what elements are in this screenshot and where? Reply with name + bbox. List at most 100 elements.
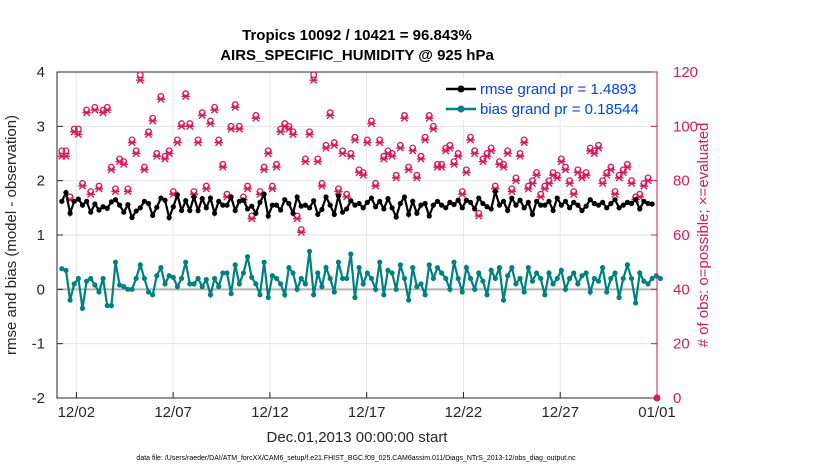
bias-series-point bbox=[348, 251, 354, 257]
bias-series-point bbox=[513, 281, 519, 287]
rmse-series-point bbox=[170, 204, 176, 210]
rmse-series-point bbox=[472, 206, 478, 212]
bias-series-point bbox=[75, 275, 81, 282]
bias-series-point bbox=[71, 281, 77, 287]
obs-evaluated-point bbox=[610, 190, 620, 198]
obs-evaluated-point bbox=[453, 152, 463, 160]
y-right-tick-label: 20 bbox=[673, 336, 690, 353]
x-tick-label: 12/02 bbox=[58, 404, 96, 421]
obs-evaluated-point bbox=[643, 176, 653, 185]
bias-series-point bbox=[575, 281, 581, 287]
bias-series-point bbox=[476, 270, 482, 276]
x-axis-label: Dec.01,2013 00:00:00 start bbox=[267, 429, 449, 446]
bias-series-point bbox=[538, 275, 544, 282]
rmse-series-point bbox=[112, 197, 119, 203]
obs-evaluated-point bbox=[78, 182, 87, 190]
obs-evaluated-point bbox=[210, 106, 219, 114]
rmse-series-point bbox=[513, 202, 519, 208]
rmse-series-point bbox=[129, 215, 135, 221]
rmse-series-point bbox=[79, 202, 86, 208]
bias-series-point bbox=[100, 275, 106, 282]
rmse-series-point bbox=[542, 202, 548, 208]
bias-series-point bbox=[364, 270, 370, 276]
obs-evaluated-point bbox=[639, 182, 649, 190]
rmse-series-point bbox=[492, 188, 498, 195]
bias-series-point bbox=[327, 275, 333, 282]
obs-evaluated-point bbox=[503, 149, 512, 158]
obs-evaluated-point bbox=[243, 185, 252, 193]
bias-series-point bbox=[372, 286, 379, 292]
obs-evaluated-point bbox=[623, 163, 632, 171]
bias-series-point bbox=[79, 305, 86, 311]
bias-series-point bbox=[339, 275, 346, 282]
bias-series-point bbox=[112, 259, 119, 265]
obs-evaluated-point bbox=[226, 125, 236, 133]
rmse-series-point bbox=[191, 194, 197, 200]
bias-series-point bbox=[645, 281, 651, 287]
bias-series-point bbox=[290, 270, 296, 276]
bias-series-point bbox=[488, 267, 494, 273]
bias-series-point bbox=[96, 289, 102, 295]
rmse-series-point bbox=[323, 194, 329, 200]
obs-evaluated-point bbox=[462, 168, 471, 177]
rmse-series-point bbox=[616, 205, 622, 211]
bias-series-point bbox=[319, 284, 325, 290]
obs-evaluated-point bbox=[474, 212, 483, 220]
bias-series-point bbox=[191, 281, 197, 287]
obs-evaluated-point bbox=[359, 171, 368, 179]
rmse-series-point bbox=[624, 199, 630, 205]
obs-evaluated-point bbox=[573, 168, 583, 177]
rmse-series-point bbox=[216, 198, 222, 204]
rmse-series-point bbox=[579, 207, 585, 214]
obs-evaluated-point bbox=[305, 130, 314, 139]
rmse-series-point bbox=[232, 207, 238, 214]
bias-series-point bbox=[509, 265, 515, 271]
obs-evaluated-point bbox=[288, 130, 298, 139]
obs-evaluated-point bbox=[408, 147, 417, 155]
obs-evaluated-point bbox=[619, 168, 628, 177]
rmse-series-point bbox=[430, 202, 436, 208]
bias-series-point bbox=[463, 265, 469, 271]
rmse-series-point bbox=[84, 198, 90, 204]
rmse-series-point bbox=[591, 200, 597, 207]
rmse-series-point bbox=[178, 207, 185, 214]
bias-series-point bbox=[381, 292, 387, 298]
obs-evaluated-point bbox=[235, 125, 244, 133]
y-left-tick-label: 2 bbox=[37, 173, 45, 190]
series-layer bbox=[57, 71, 664, 402]
obs-evaluated-point bbox=[437, 163, 446, 171]
obs-evaluated-point bbox=[581, 171, 591, 179]
legend-box bbox=[442, 78, 648, 120]
rmse-series-point bbox=[88, 209, 94, 215]
legend-bias-label: bias grand pr = 0.18544 bbox=[480, 101, 639, 118]
obs-evaluated-point bbox=[309, 76, 318, 84]
rmse-series-point bbox=[500, 198, 507, 204]
rmse-series-point bbox=[257, 199, 263, 205]
rmse-series-point bbox=[517, 197, 523, 203]
bias-series-point bbox=[344, 275, 350, 282]
bias-series-point bbox=[422, 292, 428, 298]
bias-series-point bbox=[554, 275, 560, 282]
y-left-tick-label: 0 bbox=[37, 281, 45, 298]
bias-series-point bbox=[628, 275, 635, 282]
bias-series-point bbox=[249, 274, 255, 280]
bias-series-point bbox=[434, 265, 441, 271]
bias-series-point bbox=[542, 292, 548, 298]
bias-series-point bbox=[125, 286, 131, 292]
obs-evaluated-point bbox=[140, 166, 149, 174]
bias-series-point bbox=[207, 292, 214, 298]
bias-series-point bbox=[240, 270, 247, 276]
bias-series-point bbox=[550, 281, 556, 287]
rmse-series-point bbox=[133, 208, 139, 214]
bias-series-point bbox=[525, 265, 531, 271]
obs-evaluated-point bbox=[602, 171, 611, 179]
obs-evaluated-point bbox=[458, 190, 467, 198]
bias-series-point bbox=[195, 275, 201, 282]
bias-series-point bbox=[616, 294, 622, 301]
y-right-tick-label: 0 bbox=[673, 390, 681, 407]
rmse-series-point bbox=[637, 206, 643, 212]
ticks-layer: 12/02 12/07 12/12 12/17 12/22 12/27 01/01 -2 -1 0… bbox=[32, 64, 698, 421]
legend-bias-marker bbox=[457, 105, 465, 113]
rmse-series-point bbox=[117, 202, 123, 208]
bias-series-point bbox=[203, 276, 209, 283]
